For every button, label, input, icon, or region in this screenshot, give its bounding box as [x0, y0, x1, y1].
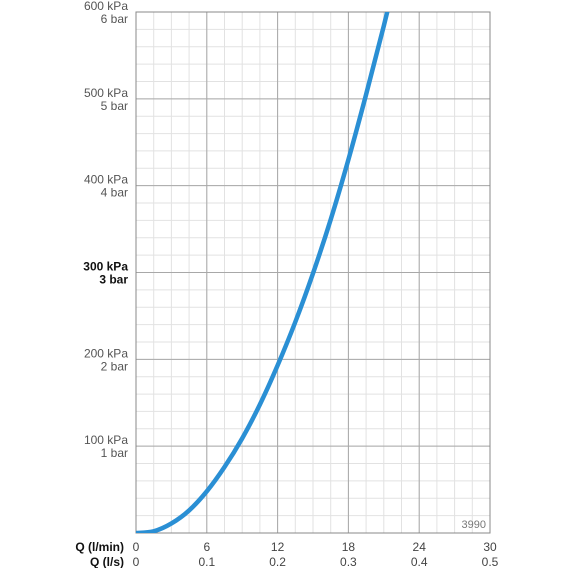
- x-axis-ticks: 00 60.1 120.2 180.3 240.4 300.5: [133, 540, 499, 568]
- y-tick-label-kpa: 600 kPa: [84, 0, 128, 13]
- x-axis-label-secondary: Q (l/s): [90, 555, 124, 568]
- plot-frame: [135, 11, 491, 534]
- x-tick-label-ls: 0.3: [340, 555, 357, 568]
- y-tick-label-bar: 4 bar: [101, 186, 128, 200]
- x-tick-label-lmin: 6: [203, 540, 210, 554]
- x-tick-label-lmin: 24: [413, 540, 427, 554]
- x-tick-label-lmin: 0: [133, 540, 140, 554]
- x-tick-label-ls: 0.1: [198, 555, 215, 568]
- series-layer: [136, 12, 390, 533]
- y-tick-label-bar: 5 bar: [101, 99, 128, 113]
- x-tick-label-ls: 0: [133, 555, 140, 568]
- x-tick-label-ls: 0.2: [269, 555, 286, 568]
- y-tick-label-kpa: 400 kPa: [84, 173, 128, 187]
- x-tick-label-lmin: 12: [271, 540, 285, 554]
- y-tick-label-kpa: 200 kPa: [84, 346, 128, 360]
- x-tick-label-lmin: 30: [483, 540, 497, 554]
- x-tick-label-ls: 0.4: [411, 555, 428, 568]
- x-axis-label-primary: Q (l/min): [75, 540, 124, 554]
- y-tick-label-kpa: 300 kPa: [83, 260, 128, 274]
- series-line-0: [136, 12, 390, 533]
- figure-code: 3990: [462, 519, 486, 531]
- y-tick-label-bar: 6 bar: [101, 12, 128, 26]
- y-tick-label-kpa: 500 kPa: [84, 86, 128, 100]
- x-tick-label-ls: 0.5: [482, 555, 499, 568]
- y-tick-label-bar: 2 bar: [101, 359, 128, 373]
- y-tick-label-bar: 3 bar: [99, 273, 128, 287]
- y-tick-label-kpa: 100 kPa: [84, 433, 128, 447]
- x-tick-label-lmin: 18: [342, 540, 356, 554]
- y-tick-label-bar: 1 bar: [101, 446, 128, 460]
